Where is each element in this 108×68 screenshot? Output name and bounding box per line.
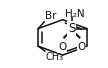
Text: S: S (68, 22, 75, 35)
Text: Br: Br (45, 11, 56, 21)
Text: H₂N: H₂N (65, 9, 84, 19)
Text: O: O (77, 42, 86, 52)
Text: O: O (58, 42, 66, 52)
Text: CH₃: CH₃ (45, 52, 64, 62)
